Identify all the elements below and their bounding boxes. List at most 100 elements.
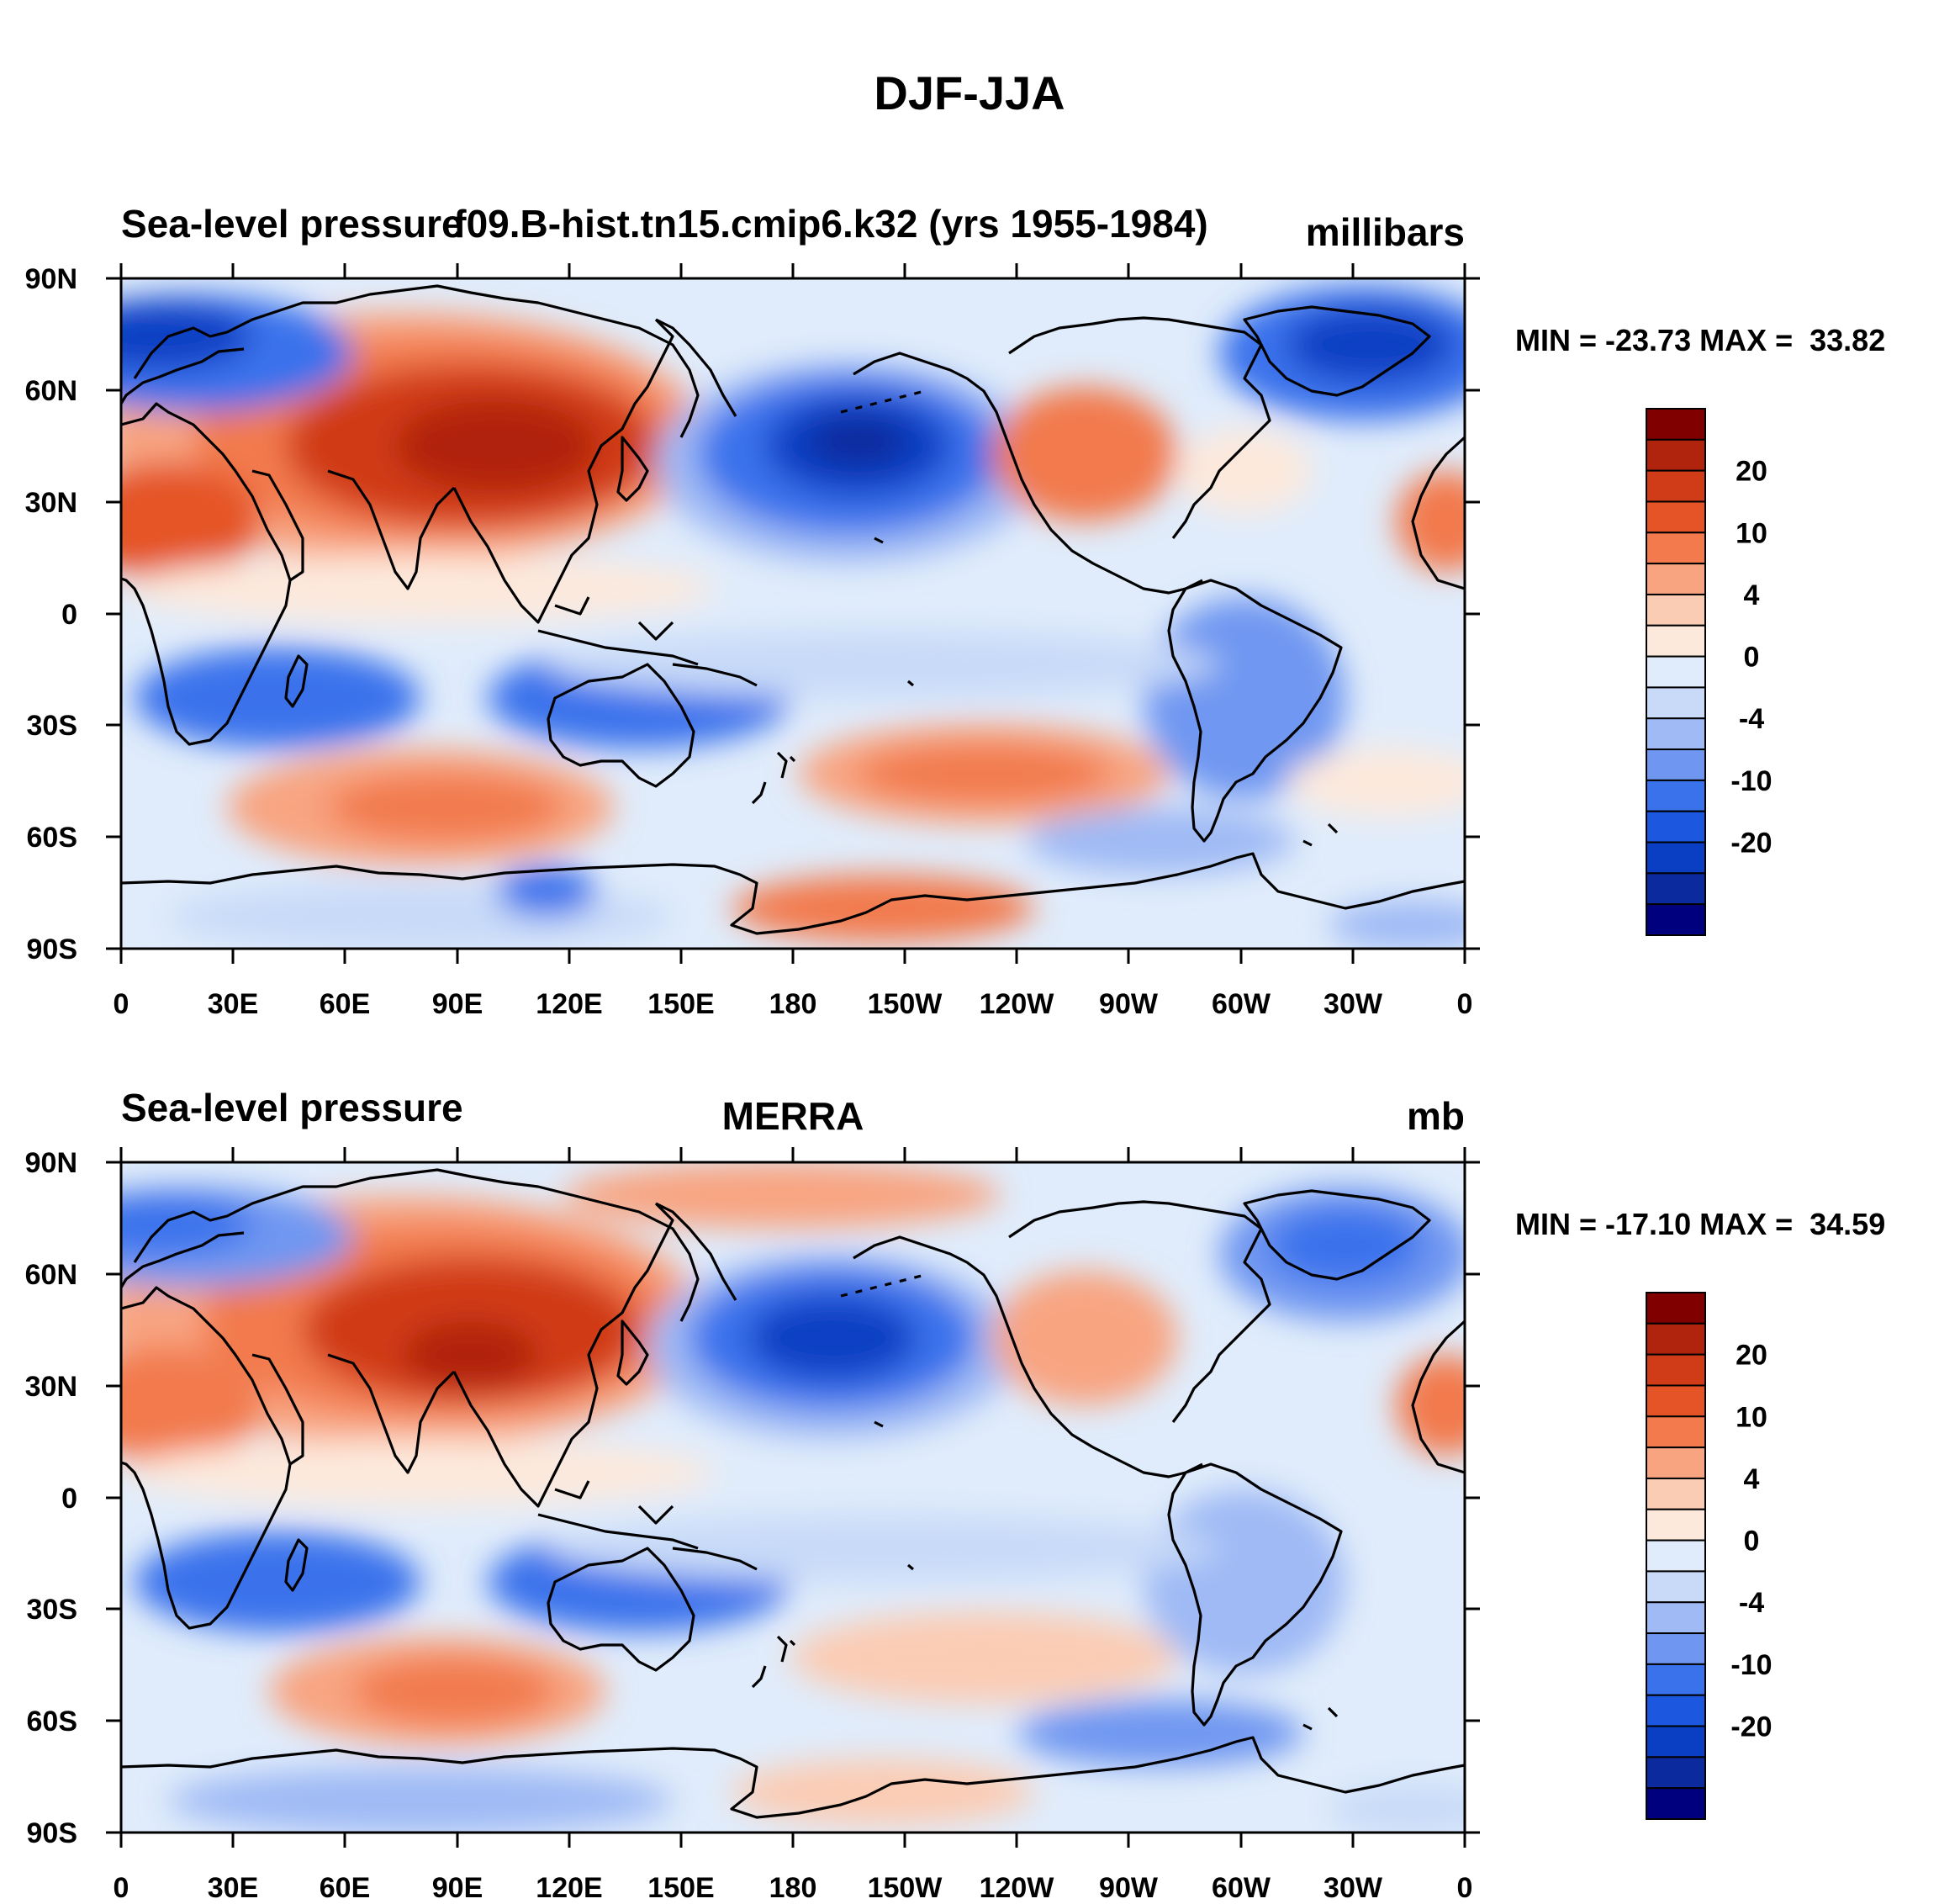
lon-label: 0 [1457, 988, 1473, 1020]
colorbar-swatch [1646, 1663, 1706, 1696]
lat-label: 90N [25, 263, 77, 295]
panel-1-lat-labels: 90N 60N 30N 0 30S 60S 90S [25, 263, 77, 965]
lon-label: 150W [868, 1872, 943, 1904]
colorbar-swatch [1646, 1322, 1706, 1356]
lon-label: 180 [769, 988, 817, 1020]
colorbar-swatch [1646, 1292, 1706, 1325]
colorbar-swatch [1646, 1415, 1706, 1449]
panel-2-center-title: MERRA [722, 1094, 864, 1138]
colorbar-swatch [1646, 903, 1706, 937]
colorbar-swatch [1646, 748, 1706, 781]
colorbar-label: -10 [1730, 765, 1772, 797]
colorbar-swatch [1646, 563, 1706, 595]
lon-label: 30W [1323, 1872, 1383, 1904]
colorbar-label: -20 [1730, 828, 1772, 859]
colorbar-swatch [1646, 1353, 1706, 1387]
panel-2-min-max: MIN = -17.10 MAX = 34.59 [1515, 1207, 1885, 1241]
colorbar-swatch [1646, 717, 1706, 751]
colorbar-swatch [1646, 810, 1706, 844]
colorbar-swatch [1646, 1447, 1706, 1479]
panel-1-lon-labels: 0 30E 60E 90E 120E 150E 180 150W 120W 90… [114, 988, 1473, 1020]
panel-2-colorbar: 20 10 4 0 -4 -10 -20 [1646, 1292, 1773, 1821]
colorbar-swatch [1646, 1477, 1706, 1510]
colorbar-swatch [1646, 1601, 1706, 1635]
colorbar-swatch [1646, 593, 1706, 627]
panel-merra: Sea-level pressure MERRA mb [25, 1086, 1886, 1904]
lat-label: 60N [25, 1259, 77, 1291]
panel-2-axis-ticks [106, 1147, 1480, 1848]
lat-label: 30S [27, 710, 78, 742]
panel-1-center-title: f09.B-hist.tn15.cmip6.k32 (yrs 1955-1984… [453, 202, 1207, 246]
lon-label: 0 [114, 1872, 129, 1904]
lon-label: 30W [1323, 988, 1383, 1020]
figure-title: DJF-JJA [874, 66, 1065, 119]
colorbar-label: 10 [1736, 517, 1767, 549]
lon-label: 0 [114, 988, 129, 1020]
lon-label: 90W [1099, 988, 1159, 1020]
lon-label: 90E [432, 988, 483, 1020]
panel-1-left-title: Sea-level pressure [121, 202, 463, 246]
panel-1-min-max: MIN = -23.73 MAX = 33.82 [1515, 323, 1885, 357]
lon-label: 120E [536, 988, 602, 1020]
colorbar-swatch [1646, 841, 1706, 875]
lat-label: 30N [25, 1371, 77, 1403]
colorbar-swatch [1646, 872, 1706, 906]
colorbar-label: 20 [1736, 1340, 1767, 1372]
colorbar-swatch [1646, 500, 1706, 534]
colorbar-swatch [1646, 1787, 1706, 1821]
panel-2-lon-labels: 0 30E 60E 90E 120E 150E 180 150W 120W 90… [114, 1872, 1473, 1904]
colorbar-swatch [1646, 1756, 1706, 1790]
lon-label: 120E [536, 1872, 602, 1904]
colorbar-label: -20 [1730, 1711, 1772, 1743]
colorbar-swatch [1646, 438, 1706, 472]
lon-label: 150E [647, 1872, 714, 1904]
lon-label: 90E [432, 1872, 483, 1904]
lon-label: 30E [208, 988, 259, 1020]
lon-label: 30E [208, 1872, 259, 1904]
panel-1-units: millibars [1306, 210, 1465, 254]
colorbar-label: 4 [1744, 1463, 1760, 1495]
lat-label: 90S [27, 933, 78, 965]
panel-1-contour-map [121, 278, 1465, 949]
colorbar-label: 10 [1736, 1401, 1767, 1433]
lat-label: 60S [27, 1706, 78, 1737]
lon-label: 60E [320, 1872, 371, 1904]
lat-label: 0 [61, 599, 77, 631]
lon-label: 150E [647, 988, 714, 1020]
colorbar-label: -4 [1739, 1587, 1764, 1619]
lat-label: 0 [61, 1483, 77, 1515]
colorbar-swatch [1646, 1694, 1706, 1727]
lat-label: 60N [25, 375, 77, 407]
panel-2-units: mb [1407, 1094, 1465, 1138]
colorbar-swatch [1646, 1539, 1706, 1573]
panel-2-lat-labels: 90N 60N 30N 0 30S 60S 90S [25, 1147, 77, 1849]
colorbar-swatch [1646, 1725, 1706, 1759]
colorbar-swatch [1646, 779, 1706, 812]
panel-2-left-title: Sea-level pressure [121, 1086, 463, 1129]
lon-label: 90W [1099, 1872, 1159, 1904]
colorbar-swatch [1646, 655, 1706, 689]
colorbar-label: 0 [1744, 1526, 1760, 1558]
panel-model: Sea-level pressure f09.B-hist.tn15.cmip6… [25, 202, 1886, 1020]
lon-label: 120W [980, 1872, 1055, 1904]
lon-label: 0 [1457, 1872, 1473, 1904]
panel-1-colorbar: 20 10 4 0 -4 -10 -20 [1646, 408, 1773, 937]
panel-2-contour-map [121, 1162, 1465, 1833]
lat-label: 90N [25, 1147, 77, 1179]
colorbar-swatch [1646, 686, 1706, 720]
colorbar-label: -4 [1739, 703, 1764, 735]
colorbar-label: 4 [1744, 579, 1760, 611]
lon-label: 150W [868, 988, 943, 1020]
lat-label: 30N [25, 487, 77, 519]
lat-label: 90S [27, 1817, 78, 1849]
panel-1-lat-axis [106, 263, 1480, 964]
colorbar-swatch [1646, 1570, 1706, 1604]
colorbar-swatch [1646, 1508, 1706, 1542]
lon-label: 180 [769, 1872, 817, 1904]
colorbar-swatch [1646, 1632, 1706, 1665]
lon-label: 60W [1212, 988, 1271, 1020]
colorbar-label: -10 [1730, 1649, 1772, 1681]
colorbar-swatch [1646, 1384, 1706, 1418]
colorbar-label: 0 [1744, 642, 1760, 674]
colorbar-swatch [1646, 469, 1706, 503]
